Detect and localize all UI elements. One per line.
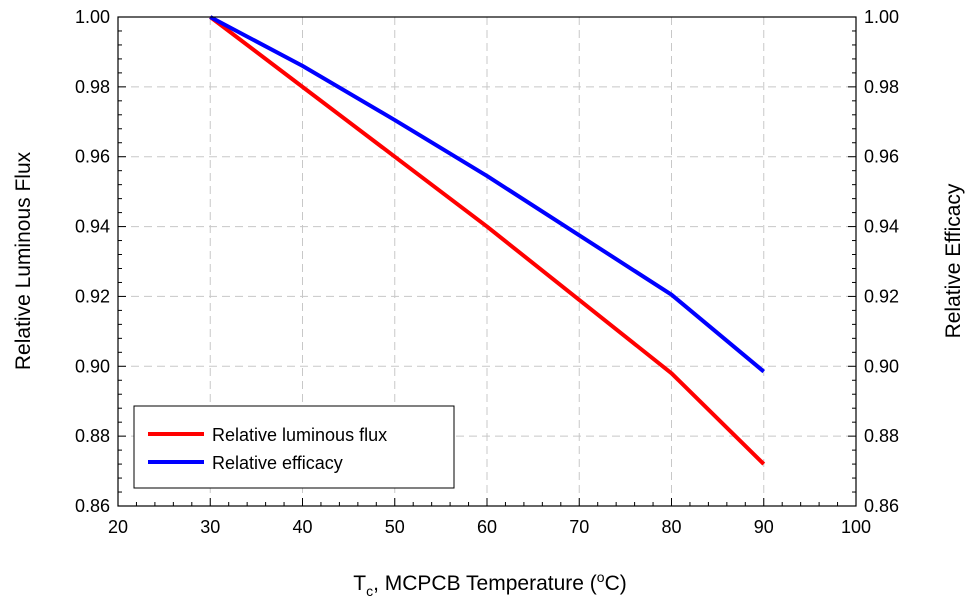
y-tick-label-left: 0.90 — [75, 356, 110, 376]
y-tick-label-right: 0.90 — [864, 356, 899, 376]
y-tick-label-left: 0.92 — [75, 286, 110, 306]
legend: Relative luminous flux Relative efficacy — [133, 405, 455, 489]
x-tick-label: 30 — [200, 517, 220, 537]
legend-label-efficacy: Relative efficacy — [212, 453, 343, 473]
x-tick-label: 90 — [754, 517, 774, 537]
tick-labels: 20 30 40 50 60 70 80 90 1000.860.880.900.920.940… — [75, 7, 899, 537]
x-tick-label: 60 — [477, 517, 497, 537]
y-tick-label-right: 0.88 — [864, 426, 899, 446]
series-line-efficacy — [209, 15, 766, 374]
y-tick-label-right: 0.96 — [864, 147, 899, 167]
y-tick-label-right: 1.00 — [864, 7, 899, 27]
y-tick-label-left: 0.86 — [75, 496, 110, 516]
x-tick-label: 80 — [661, 517, 681, 537]
y-axis-title-left: Relative Luminous Flux — [12, 151, 35, 370]
x-axis-title: Tc, MCPCB Temperature (oC) — [353, 569, 626, 599]
series-line-luminous-flux — [209, 15, 766, 466]
x-tick-label: 70 — [569, 517, 589, 537]
x-tick-label: 40 — [292, 517, 312, 537]
x-axis-title-superscript: o — [597, 569, 605, 585]
y-tick-label-right: 0.86 — [864, 496, 899, 516]
y-tick-label-left: 0.94 — [75, 217, 110, 237]
x-tick-label: 20 — [108, 517, 128, 537]
x-axis-title-end: C) — [605, 572, 627, 595]
x-tick-label: 100 — [841, 517, 871, 537]
legend-label-flux: Relative luminous flux — [212, 425, 387, 445]
y-tick-label-right: 0.94 — [864, 217, 899, 237]
ticks — [117, 16, 857, 507]
y-axis-title-right: Relative Efficacy — [942, 183, 965, 338]
y-tick-label-left: 0.98 — [75, 77, 110, 97]
x-axis-title-main: T — [353, 572, 366, 595]
x-tick-label: 50 — [385, 517, 405, 537]
x-axis-title-text: , MCPCB Temperature ( — [373, 572, 597, 595]
y-tick-label-right: 0.92 — [864, 286, 899, 306]
legend-box — [133, 405, 455, 489]
x-axis-title-subscript: c — [366, 583, 373, 599]
y-tick-label-left: 1.00 — [75, 7, 110, 27]
y-tick-label-left: 0.96 — [75, 147, 110, 167]
series-layer — [209, 15, 766, 466]
y-tick-label-right: 0.98 — [864, 77, 899, 97]
y-tick-label-left: 0.88 — [75, 426, 110, 446]
